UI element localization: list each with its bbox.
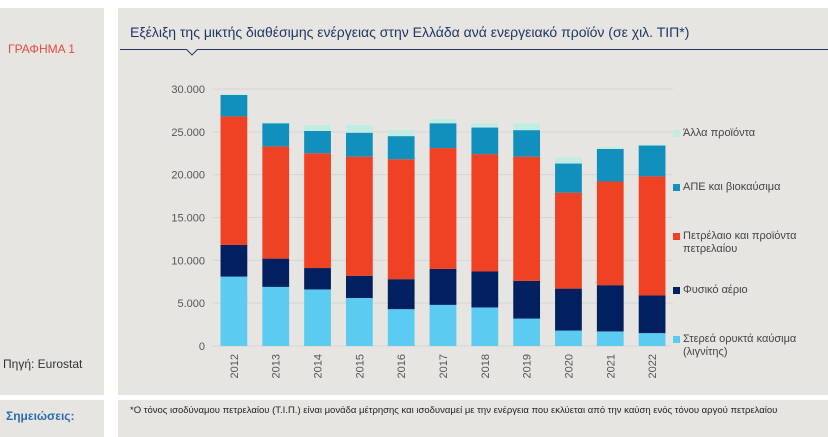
x-tick-label: 2019 [522,354,534,378]
y-tick-label: 20.000 [171,170,205,182]
bar-segment [345,124,373,133]
left-panel: ΓΡΑΦΗΜΑ 1 Πηγή: Eurostat [0,8,104,395]
x-tick-label: 2014 [313,354,325,378]
graph-label: ΓΡΑΦΗΜΑ 1 [8,42,75,56]
legend-item: Φυσικό αέριο [673,284,748,297]
x-tick-label: 2013 [271,354,283,378]
bar-segment [220,276,248,346]
bar-segment [596,285,624,332]
legend-swatch-icon [673,130,680,137]
bar-segment [429,268,457,305]
legend-item: Άλλα προϊόντα [673,127,755,140]
x-tick-label: 2016 [396,354,408,378]
legend-swatch-icon [673,287,680,294]
y-tick-label: 15.000 [171,213,205,225]
title-underline [120,49,828,50]
x-tick-label: 2021 [605,354,617,378]
legend-item: Στερεά ορυκτά καύσιμα (λιγνίτης) [673,333,808,359]
y-tick-label: 5.000 [177,298,205,310]
legend-label: Στερεά ορυκτά καύσιμα (λιγνίτης) [683,333,797,358]
bar-segment [596,181,624,286]
notes-box: *Ο τόνος ισοδύναμου πετρελαίου (Τ.Ι.Π.) … [118,400,828,437]
bar-segment [513,130,541,157]
bar-segment [387,159,415,280]
bar-segment [555,288,582,331]
legend-item: Πετρέλαιο και προϊόντα πετρελαίου [673,230,808,256]
bar-segment [555,157,582,164]
bar-segment [262,286,290,346]
legend-label: Πετρέλαιο και προϊόντα πετρελαίου [683,230,797,255]
bar-segment [555,192,582,289]
bar-segment [471,271,499,308]
x-tick-label: 2015 [354,354,366,378]
bar-segment [471,123,499,128]
bar-segment [304,130,331,154]
legend-swatch-icon [673,336,680,343]
bar-segment [638,144,666,146]
bar-segment [555,330,582,346]
bar-segment [596,331,624,346]
bar-segment [304,153,331,269]
x-tick-label: 2012 [229,354,241,378]
y-tick-label: 10.000 [171,255,205,267]
bar-segment [513,318,541,346]
bar-segment [429,304,457,346]
y-tick-label: 25.000 [171,127,205,139]
bar-segment [220,244,248,277]
legend-swatch-icon [673,233,680,240]
bar-segment [220,94,248,117]
bar-segment [471,154,499,272]
y-tick-label: 30.000 [171,84,205,96]
bar-segment [513,123,541,131]
stacked-bar-chart: 0 5.000 10.000 15.000 20.000 25.000 30.000 2012… [171,84,673,378]
bar-segment [638,176,666,296]
bar-segment [304,124,331,131]
bar-segment [304,268,331,290]
chart-title: Εξέλιξη της μικτής διαθέσιμης ενέργειας … [130,24,690,40]
bar-segment [387,309,415,346]
bar-segment [262,258,290,287]
bar-segment [513,280,541,319]
bar-segment [387,136,415,160]
legend-item: ΑΠΕ και βιοκαύσιμα [673,181,780,194]
bar-segment [471,307,499,346]
bar-segment [345,275,373,299]
bar-segment [638,145,666,177]
x-tick-label: 2020 [563,354,575,378]
legend-label: Φυσικό αέριο [683,284,748,296]
bar-segment [471,127,499,155]
bar-segment [387,279,415,310]
legend-label: Άλλα προϊόντα [683,127,756,139]
bar-segment [220,94,248,95]
bar-segment [596,147,624,149]
bar-segment [638,295,666,334]
legend-swatch-icon [673,184,680,191]
bar-segment [429,118,457,124]
x-tick-label: 2018 [480,354,492,378]
bar-segment [262,123,290,147]
bar-segment [345,132,373,157]
bar-segment [429,148,457,269]
notes-label-box: Σημειώσεις: [0,400,104,437]
bar-segment [345,298,373,346]
bar-segment [638,333,666,346]
bar-segment [513,156,541,281]
bar-segment [304,289,331,346]
bar-segment [596,148,624,182]
notes-label: Σημειώσεις: [6,409,75,423]
bar-segment [220,116,248,245]
bar-segment [387,130,415,137]
bar-segment [555,163,582,193]
y-tick-label: 0 [199,341,205,353]
x-tick-label: 2017 [438,354,450,378]
notes-text: *Ο τόνος ισοδύναμου πετρελαίου (Τ.Ι.Π.) … [130,405,778,416]
bar-segment [345,156,373,276]
legend-label: ΑΠΕ και βιοκαύσιμα [683,181,781,193]
x-tick-label: 2022 [647,354,659,378]
chart-panel: Εξέλιξη της μικτής διαθέσιμης ενέργειας … [118,8,828,395]
bar-segment [429,123,457,149]
bar-segment [262,146,290,259]
source-label: Πηγή: Eurostat [3,357,83,371]
bar-segment [262,122,290,124]
